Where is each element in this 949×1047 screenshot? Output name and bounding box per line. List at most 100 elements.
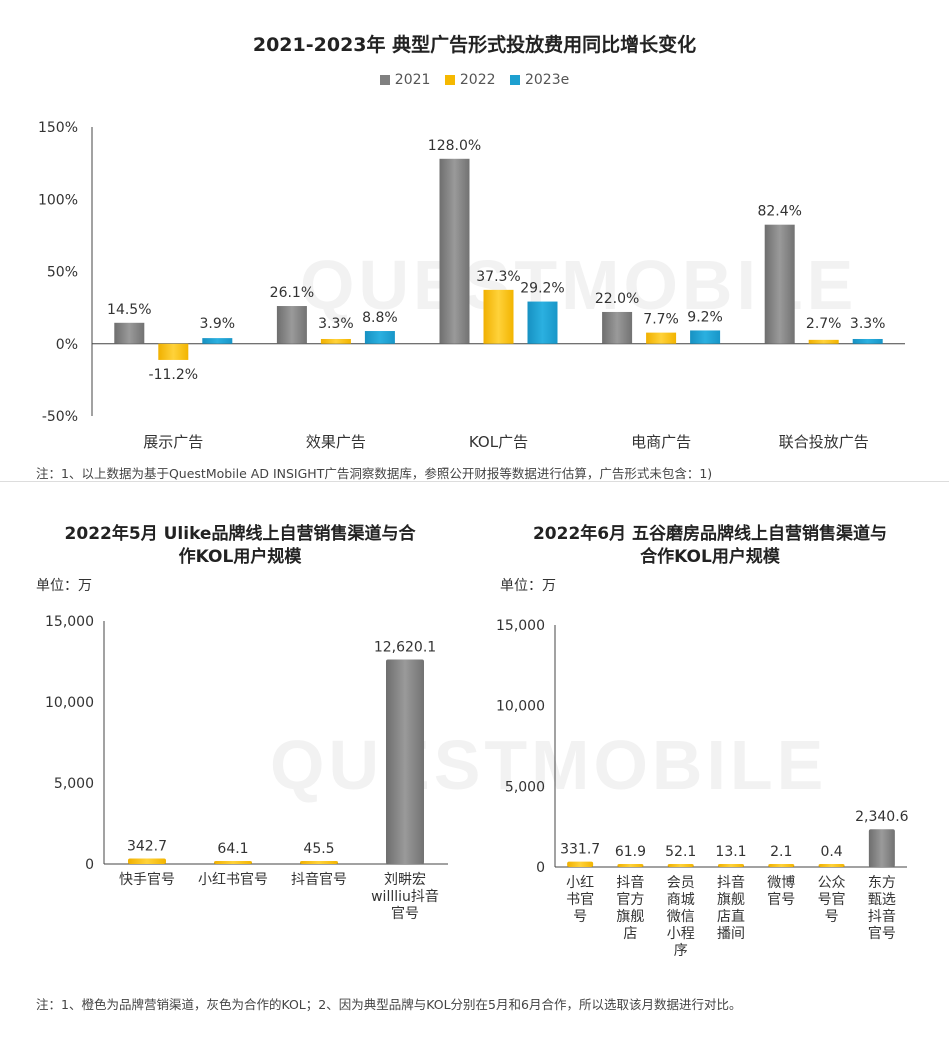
right-y-tick-label: 0 xyxy=(536,860,545,876)
left-bar xyxy=(214,861,252,864)
top-bar-2022 xyxy=(483,289,514,344)
top-bar-2023e xyxy=(690,330,721,344)
left-y-tick-label: 10,000 xyxy=(45,695,94,711)
top-y-tick-label: 50% xyxy=(47,265,78,281)
top-bar-2022 xyxy=(646,332,677,344)
right-x-tick-label: 官方 xyxy=(616,892,644,908)
right-x-tick-label: 官号 xyxy=(868,926,896,942)
left-x-tick-label: 小红书官号 xyxy=(198,872,268,888)
left-chart-unit: 单位：万 xyxy=(36,578,92,594)
top-data-label: 37.3% xyxy=(476,269,520,285)
watermark-top: QUESTMOBILE xyxy=(300,246,858,324)
right-x-tick-label: 旗舰 xyxy=(717,892,745,908)
left-y-tick-label: 15,000 xyxy=(45,614,94,630)
legend-label-2022: 2022 xyxy=(459,72,496,88)
top-data-label: 9.2% xyxy=(687,309,723,325)
legend-swatch-2023e xyxy=(509,75,520,85)
right-x-tick-label: 会员 xyxy=(667,875,695,891)
right-data-label: 0.4 xyxy=(820,844,842,860)
top-bar-2021 xyxy=(276,306,307,344)
section-divider xyxy=(0,481,949,482)
top-bar-2023e xyxy=(852,338,883,344)
right-chart-title-line1: 2022年6月 五谷磨房品牌线上自营销售渠道与 xyxy=(532,524,888,544)
legend-item-2023e: 2023e xyxy=(509,72,569,88)
left-y-tick-label: 0 xyxy=(85,857,94,873)
top-x-tick-label: KOL广告 xyxy=(469,433,528,451)
top-x-tick-label: 效果广告 xyxy=(306,433,366,451)
top-data-label: 3.9% xyxy=(200,316,236,332)
left-bar xyxy=(386,659,424,864)
right-x-tick-label: 小红 xyxy=(566,875,594,891)
legend-swatch-2022 xyxy=(444,75,455,85)
watermark-bottom: QUESTMOBILE xyxy=(270,726,828,804)
left-bar xyxy=(128,858,166,864)
top-bar-2023e xyxy=(364,331,395,344)
right-bar xyxy=(617,864,644,867)
right-chart-title: 2022年6月 五谷磨房品牌线上自营销售渠道与 合作KOL用户规模 xyxy=(500,523,920,569)
right-x-tick-label: 小程 xyxy=(667,926,695,942)
top-bar-2021 xyxy=(602,311,633,344)
top-y-tick-label: 150% xyxy=(38,120,78,136)
right-y-tick-label: 15,000 xyxy=(496,618,545,634)
top-data-label: 128.0% xyxy=(428,138,481,154)
top-data-label: 3.3% xyxy=(850,316,886,332)
right-x-tick-label: 抖音 xyxy=(868,908,896,925)
right-x-tick-label: 抖音 xyxy=(717,874,745,891)
left-bar xyxy=(300,861,338,864)
top-bar-2022 xyxy=(158,343,189,360)
left-chart-title: 2022年5月 Ulike品牌线上自营销售渠道与合 作KOL用户规模 xyxy=(30,523,450,569)
right-x-tick-label: 序 xyxy=(674,943,688,959)
right-x-tick-label: 东方 xyxy=(868,875,896,891)
right-chart-unit: 单位：万 xyxy=(500,578,556,594)
right-y-tick-label: 10,000 xyxy=(496,699,545,715)
right-x-tick-label: 公众 xyxy=(818,875,846,891)
right-x-tick-label: 书官 xyxy=(566,892,594,908)
right-data-label: 331.7 xyxy=(560,842,600,858)
right-x-tick-label: 号 xyxy=(825,909,839,925)
right-bar xyxy=(718,864,744,867)
right-data-label: 2.1 xyxy=(770,844,792,860)
right-x-tick-label: 微信 xyxy=(667,909,695,925)
top-x-tick-label: 电商广告 xyxy=(631,433,691,451)
left-data-label: 45.5 xyxy=(303,841,334,857)
right-x-tick-label: 甄选 xyxy=(868,892,896,908)
right-x-tick-label: 官号 xyxy=(767,892,795,908)
right-chart-title-line2: 合作KOL用户规模 xyxy=(640,547,780,567)
right-x-tick-label: 号官 xyxy=(818,892,846,908)
top-bar-2023e xyxy=(202,338,233,344)
right-data-label: 2,340.6 xyxy=(855,809,909,825)
top-y-tick-label: 100% xyxy=(38,192,78,208)
top-data-label: 22.0% xyxy=(595,291,639,307)
top-bar-2021 xyxy=(439,158,470,344)
top-chart-note: 注：1、以上数据为基于QuestMobile AD INSIGHT广告洞察数据库… xyxy=(36,466,713,481)
right-x-tick-label: 店 xyxy=(623,926,637,942)
top-bar-2021 xyxy=(764,224,795,344)
top-bar-2022 xyxy=(320,338,351,344)
top-chart-title: 2021-2023年 典型广告形式投放费用同比增长变化 xyxy=(252,34,697,56)
top-x-tick-label: 展示广告 xyxy=(143,433,203,451)
top-data-label: -11.2% xyxy=(149,367,199,383)
legend-swatch-2021 xyxy=(379,75,390,85)
left-data-label: 64.1 xyxy=(217,841,248,857)
right-x-tick-label: 店直 xyxy=(717,908,745,925)
right-data-label: 52.1 xyxy=(665,844,696,860)
right-bar xyxy=(567,861,594,867)
right-x-tick-label: 商城 xyxy=(667,892,695,908)
top-data-label: 29.2% xyxy=(520,281,564,297)
top-data-label: 7.7% xyxy=(643,312,679,328)
left-data-label: 342.7 xyxy=(127,838,167,854)
right-bar xyxy=(768,864,795,867)
top-data-label: 14.5% xyxy=(107,302,151,318)
top-bar-2021 xyxy=(114,322,145,344)
left-x-tick-label: 官号 xyxy=(391,906,419,922)
right-x-tick-label: 播间 xyxy=(717,926,745,942)
right-x-tick-label: 号 xyxy=(573,909,587,925)
top-data-label: 82.4% xyxy=(757,204,801,220)
left-x-tick-label: 快手官号 xyxy=(119,872,175,888)
right-x-tick-label: 抖音 xyxy=(616,874,644,891)
right-bar xyxy=(818,864,845,867)
right-x-tick-label: 旗舰 xyxy=(616,909,644,925)
left-x-tick-label: 刘畊宏 xyxy=(384,872,426,888)
left-x-tick-label: 抖音官号 xyxy=(291,871,347,888)
